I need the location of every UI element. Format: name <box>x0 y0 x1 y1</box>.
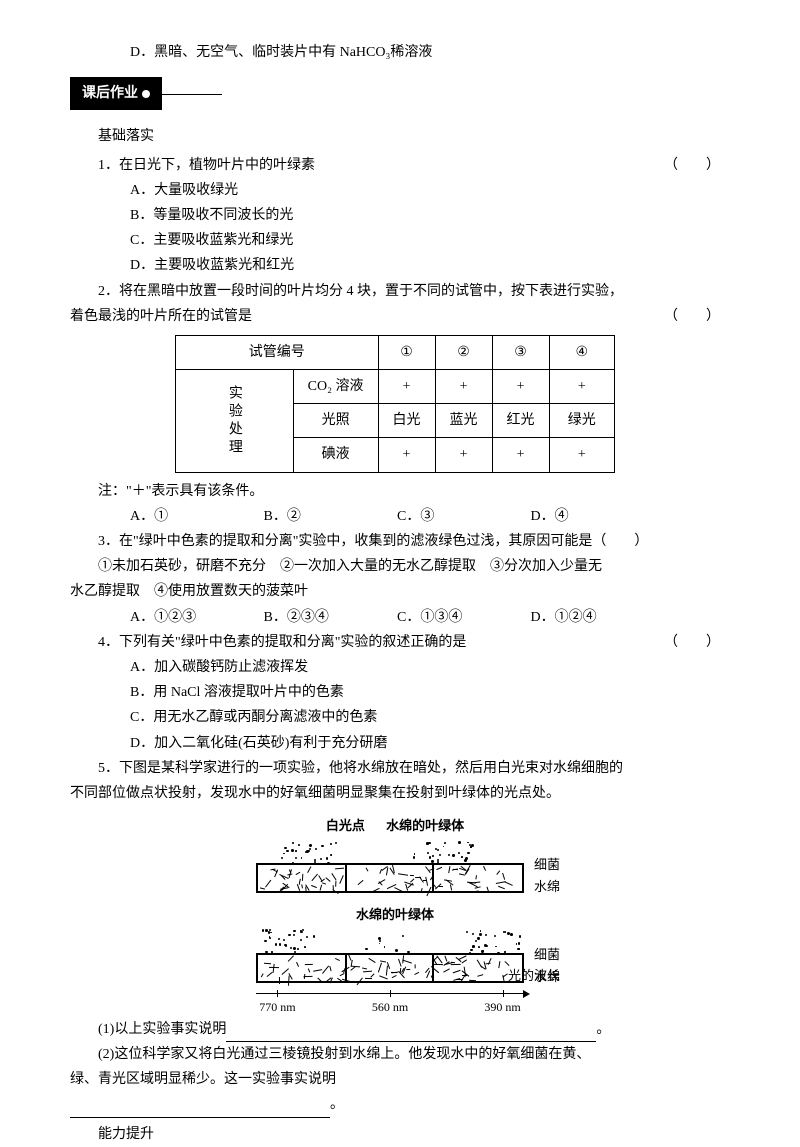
td-side-label: 实验处理 <box>175 370 293 473</box>
q2-option-c: C．③ <box>397 504 527 529</box>
banner-label: 课后作业 <box>82 86 138 101</box>
label-chloroplast-mid: 水绵的叶绿体 <box>230 903 560 926</box>
td: 碘液 <box>293 438 378 472</box>
q5-stem-line2: 不同部位做点状投射，发现水中的好氧细菌明显聚集在投射到叶绿体的光点处。 <box>70 781 720 806</box>
q5-diagram: 白光点 水绵的叶绿体 细菌 水绵 水绵的叶绿体 细菌 水绵 770 nm 560… <box>230 814 560 1013</box>
td: CO₂ 溶液 <box>293 370 378 404</box>
td: + <box>378 438 435 472</box>
cell-outline <box>256 863 524 893</box>
q2-stem-line1: 2．将在黑暗中放置一段时间的叶片均分 4 块，置于不同的试管中，按下表进行实验， <box>98 279 720 304</box>
q3-option-b: B．②③④ <box>264 605 394 630</box>
td: + <box>549 370 615 404</box>
answer-blank-1[interactable] <box>226 1025 596 1042</box>
axis-arrow-icon <box>523 990 530 998</box>
td: + <box>492 438 549 472</box>
q4-stem-text: 4．下列有关"绿叶中色素的提取和分离"实验的叙述正确的是 <box>98 635 466 650</box>
q2-option-a: A．① <box>130 504 260 529</box>
prior-question-option-d: D．黑暗、无空气、临时装片中有 NaHCO₃稀溶液 <box>130 40 720 65</box>
q4-option-c: C．用无水乙醇或丙酮分离滤液中的色素 <box>130 705 720 730</box>
q2-paren: （ ） <box>664 304 720 329</box>
q2-table-note: 注："＋"表示具有该条件。 <box>98 479 720 504</box>
cell-seg <box>345 865 347 891</box>
q3-option-d: D．①②④ <box>531 605 661 630</box>
q3-stem: 3．在"绿叶中色素的提取和分离"实验中，收集到的滤液绿色过浅，其原因可能是（ ） <box>98 529 720 554</box>
td: 白光 <box>378 404 435 438</box>
q1-option-b: B．等量吸收不同波长的光 <box>130 203 720 228</box>
label-bacteria: 细菌 <box>534 943 560 966</box>
axis-tick <box>277 990 278 997</box>
q3-option-c: C．①③④ <box>397 605 527 630</box>
diagram-lower-cell: 细菌 水绵 <box>256 929 524 991</box>
th-tube-number: 试管编号 <box>175 335 378 369</box>
q3-line2: ①未加石英砂，研磨不充分 ②一次加入大量的无水乙醇提取 ③分次加入少量无 <box>98 554 720 579</box>
td: + <box>492 370 549 404</box>
banner-dot-icon <box>142 90 150 98</box>
q4-option-a: A．加入碳酸钙防止滤液挥发 <box>130 655 720 680</box>
q3-option-a: A．①②③ <box>130 605 260 630</box>
subheading-ability: 能力提升 <box>98 1122 720 1147</box>
axis-tick <box>503 990 504 997</box>
label-spirogyra: 水绵 <box>534 875 560 898</box>
subheading-basics: 基础落实 <box>98 124 720 149</box>
axis-title: 光的波长 <box>508 964 560 987</box>
table-row: 试管编号 ① ② ③ ④ <box>175 335 614 369</box>
th-2: ② <box>435 335 492 369</box>
q3-options: A．①②③ B．②③④ C．①③④ D．①②④ <box>130 605 720 630</box>
q5-stem-line1: 5．下图是某科学家进行的一项实验，他将水绵放在暗处，然后用白光束对水绵细胞的 <box>98 756 720 781</box>
q5-sub1: (1)以上实验事实说明 。 <box>98 1017 720 1042</box>
td: 绿光 <box>549 404 615 438</box>
q1-option-a: A．大量吸收绿光 <box>130 178 720 203</box>
label-white-light: 白光点 <box>326 818 365 833</box>
q2-stem2-text: 着色最浅的叶片所在的试管是 <box>70 309 252 324</box>
td: 红光 <box>492 404 549 438</box>
q1-paren: （ ） <box>664 153 720 178</box>
td: + <box>435 438 492 472</box>
q2-experiment-table: 试管编号 ① ② ③ ④ 实验处理 CO₂ 溶液 + + + + 光照 白光 蓝… <box>175 335 615 473</box>
q5-sub1-post: 。 <box>596 1022 610 1037</box>
axis-label-770: 770 nm <box>259 997 295 1019</box>
label-bacteria: 细菌 <box>534 853 560 876</box>
q1-stem-text: 1．在日光下，植物叶片中的叶绿素 <box>98 158 315 173</box>
td: + <box>378 370 435 404</box>
td: + <box>435 370 492 404</box>
q1-stem: 1．在日光下，植物叶片中的叶绿素 （ ） <box>98 153 720 178</box>
q2-option-b: B．② <box>264 504 394 529</box>
cell-outline <box>256 953 524 983</box>
td: 光照 <box>293 404 378 438</box>
q5-sub2-post: 。 <box>330 1097 344 1112</box>
label-chloroplast-top: 水绵的叶绿体 <box>386 818 464 833</box>
td: + <box>549 438 615 472</box>
answer-blank-2[interactable] <box>70 1101 330 1118</box>
q4-paren: （ ） <box>664 630 720 655</box>
q5-sub1-pre: (1)以上实验事实说明 <box>98 1022 226 1037</box>
q2-stem-line2: 着色最浅的叶片所在的试管是 （ ） <box>70 304 720 329</box>
q1-option-c: C．主要吸收蓝紫光和绿光 <box>130 228 720 253</box>
axis-label-390: 390 nm <box>484 997 520 1019</box>
th-4: ④ <box>549 335 615 369</box>
q3-line3: 水乙醇提取 ④使用放置数天的菠菜叶 <box>70 579 720 604</box>
q1-option-d: D．主要吸收蓝紫光和红光 <box>130 253 720 278</box>
axis-tick <box>390 990 391 997</box>
q2-options: A．① B．② C．③ D．④ <box>130 504 720 529</box>
diagram-wavelength-axis: 770 nm 560 nm 390 nm 光的波长 <box>256 993 524 1013</box>
section-banner-homework: 课后作业 <box>70 77 162 110</box>
diagram-top-labels: 白光点 水绵的叶绿体 <box>230 814 560 837</box>
table-row: 实验处理 CO₂ 溶液 + + + + <box>175 370 614 404</box>
td: 蓝光 <box>435 404 492 438</box>
axis-label-560: 560 nm <box>372 997 408 1019</box>
q5-sub2-line1: (2)这位科学家又将白光通过三棱镜投射到水绵上。他发现水中的好氧细菌在黄、 <box>98 1042 720 1067</box>
diagram-upper-cell: 细菌 水绵 <box>256 839 524 901</box>
q4-stem: 4．下列有关"绿叶中色素的提取和分离"实验的叙述正确的是 （ ） <box>98 630 720 655</box>
q4-option-b: B．用 NaCl 溶液提取叶片中的色素 <box>130 680 720 705</box>
q4-option-d: D．加入二氧化硅(石英砂)有利于充分研磨 <box>130 731 720 756</box>
th-3: ③ <box>492 335 549 369</box>
q5-sub2-line3: 。 <box>70 1092 720 1117</box>
q5-sub2-line2: 绿、青光区域明显稀少。这一实验事实说明 <box>70 1067 720 1092</box>
th-1: ① <box>378 335 435 369</box>
q2-option-d: D．④ <box>531 504 661 529</box>
